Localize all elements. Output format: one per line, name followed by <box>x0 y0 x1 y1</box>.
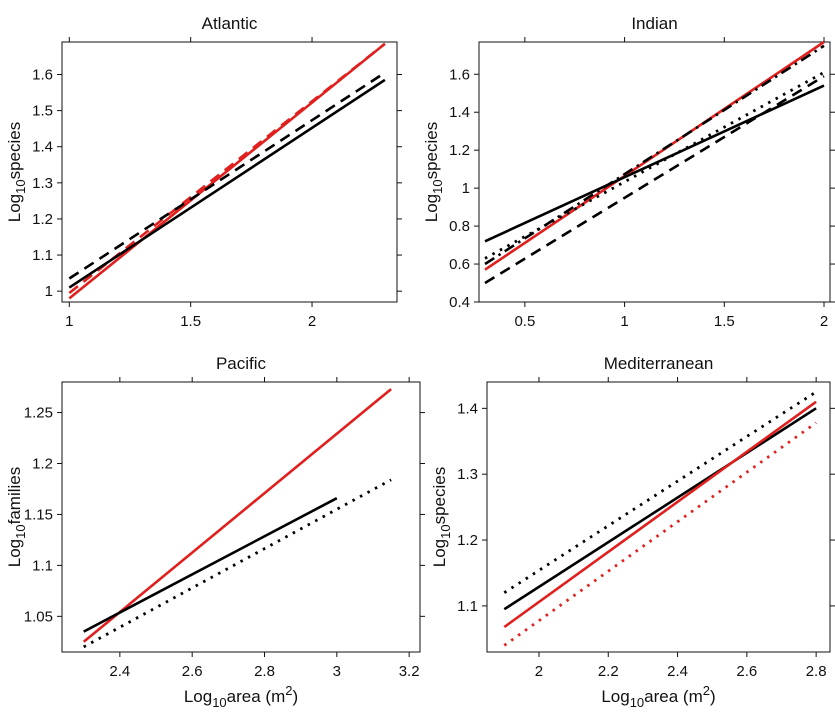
y-tick-label: 1.2 <box>32 456 53 473</box>
plot-frame <box>486 381 831 653</box>
series-line-3 <box>83 478 392 649</box>
y-tick-label: 1 <box>462 180 470 197</box>
panel-pacific: 2.4 2.6 2.8 3 3.2 1.05 1.1 1.15 1.2 1.25 Pacific Lo… <box>5 354 425 710</box>
y-tick-label: 1.6 <box>32 67 53 84</box>
series-line-2 <box>83 497 338 633</box>
x-tick-label: 2 <box>308 313 316 330</box>
series-line-1 <box>68 42 386 300</box>
series-line-2 <box>503 407 817 611</box>
y-tick-label: 1.15 <box>24 506 53 523</box>
y-tick-label: 1.2 <box>449 142 470 159</box>
y-tick-label: 1.1 <box>32 247 53 264</box>
series-line-1 <box>503 390 817 594</box>
y-tick-label: 0.8 <box>449 218 470 235</box>
x-tick-label: 2.8 <box>254 663 275 680</box>
series-line-2 <box>68 42 386 295</box>
series-line-2 <box>484 84 825 243</box>
x-tick-label: 1 <box>65 313 73 330</box>
y-axis-label: Log10species <box>430 467 453 567</box>
series-line-4 <box>503 421 817 647</box>
y-axis-label: Log10families <box>5 467 28 567</box>
series-line-5 <box>484 71 825 260</box>
y-tick-label: 1.3 <box>32 175 53 192</box>
x-tick-label: 2.6 <box>736 663 757 680</box>
panel-atlantic: 1 1.5 2 1 1.1 1.2 1.3 1.4 1.5 1.6 Atlantic Log10spe… <box>5 14 402 330</box>
series-line-3 <box>484 75 825 285</box>
x-tick-label: 2.4 <box>667 663 688 680</box>
plot-frame <box>61 41 398 303</box>
series-line-3 <box>68 78 386 289</box>
x-tick-label: 0.5 <box>514 313 535 330</box>
x-tick-label: 2 <box>820 313 828 330</box>
x-tick-label: 1.5 <box>714 313 735 330</box>
panel-title: Atlantic <box>202 14 258 33</box>
series-line-4 <box>484 44 825 266</box>
panel-mediterranean: 2 2.2 2.4 2.6 2.8 1.1 1.2 1.3 1.4 Mediterranean Lo… <box>430 354 835 710</box>
series-line-1 <box>82 388 392 643</box>
y-tick-label: 1.2 <box>32 211 53 228</box>
y-tick-label: 0.6 <box>449 256 470 273</box>
y-tick-label: 1.4 <box>32 139 53 156</box>
y-tick-label: 1.1 <box>32 557 53 574</box>
panel-title: Mediterranean <box>604 354 714 373</box>
x-axis-label: Log10area (m2) <box>184 683 298 710</box>
series-line-1 <box>484 40 825 271</box>
plot-frame <box>478 41 831 303</box>
x-tick-label: 1 <box>620 313 628 330</box>
series-line-3 <box>503 400 817 629</box>
x-tick-label: 2.4 <box>109 663 130 680</box>
y-axis-label: Log10species <box>5 122 28 222</box>
x-tick-label: 2.6 <box>182 663 203 680</box>
y-tick-label: 1.25 <box>24 405 53 422</box>
y-tick-label: 1.5 <box>32 103 53 120</box>
y-axis-label: Log10species <box>422 122 445 222</box>
y-tick-label: 1 <box>45 283 53 300</box>
y-tick-label: 1.2 <box>457 532 478 549</box>
x-tick-label: 2.8 <box>806 663 827 680</box>
y-tick-label: 1.05 <box>24 608 53 625</box>
panel-title: Pacific <box>216 354 267 373</box>
x-tick-label: 2 <box>535 663 543 680</box>
panel-indian: 0.5 1 1.5 2 0.4 0.6 0.8 1 1.2 1.4 1.6 Indian Log10sp… <box>422 14 835 330</box>
y-tick-label: 1.1 <box>457 598 478 615</box>
x-tick-label: 1.5 <box>180 313 201 330</box>
y-tick-label: 1.6 <box>449 66 470 83</box>
x-tick-label: 3 <box>333 663 341 680</box>
x-tick-label: 3.2 <box>399 663 420 680</box>
panel-title: Indian <box>631 14 677 33</box>
x-tick-label: 2.2 <box>598 663 619 680</box>
x-axis-label: Log10area (m2) <box>601 683 715 710</box>
y-tick-label: 1.4 <box>457 400 478 417</box>
series-line-4 <box>68 71 386 280</box>
y-tick-label: 0.4 <box>449 294 470 311</box>
y-tick-label: 1.3 <box>457 466 478 483</box>
y-tick-label: 1.4 <box>449 104 470 121</box>
plot-frame <box>61 381 421 653</box>
